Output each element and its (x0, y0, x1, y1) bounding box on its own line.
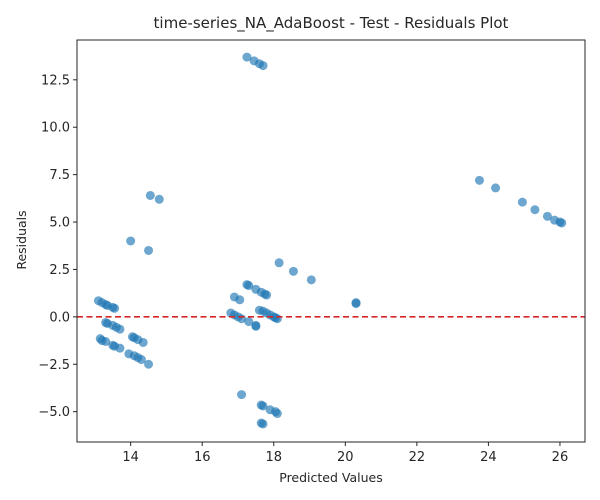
data-point (474, 175, 484, 185)
x-axis-title: Predicted Values (279, 470, 383, 485)
y-tick-label: 10.0 (41, 121, 70, 136)
x-tick-label: 24 (480, 450, 497, 465)
y-tick-label: 12.5 (41, 73, 70, 88)
y-tick-label: 7.5 (49, 168, 70, 183)
data-point (101, 337, 111, 346)
data-point (530, 205, 540, 215)
data-point (272, 314, 282, 324)
x-tick-label: 18 (265, 450, 282, 465)
data-point (145, 190, 155, 200)
data-point (115, 343, 125, 353)
data-point (244, 317, 254, 327)
chart-title: time-series_NA_AdaBoost - Test - Residua… (154, 14, 509, 33)
data-point (306, 275, 316, 285)
y-tick-label: 2.5 (49, 263, 70, 278)
data-point (542, 211, 552, 221)
x-tick-label: 20 (337, 450, 354, 465)
x-tick-label: 16 (194, 450, 211, 465)
y-axis-title: Residuals (14, 210, 29, 269)
data-point (235, 295, 245, 305)
data-point (272, 409, 282, 419)
x-tick-label: 14 (122, 450, 139, 465)
data-point (251, 321, 261, 331)
y-tick-label: 5.0 (49, 216, 70, 231)
x-axis: 14 16 18 20 22 24 26 (122, 442, 568, 465)
data-point (258, 61, 268, 71)
data-point (136, 355, 146, 365)
data-point (258, 401, 268, 411)
data-point (262, 290, 272, 300)
y-axis: −5.0 −2.5 0.0 2.5 5.0 7.5 10.0 12.5 (38, 73, 77, 420)
data-point (110, 303, 120, 313)
data-point (491, 183, 501, 193)
x-tick-label: 26 (552, 450, 569, 465)
data-point (237, 390, 247, 400)
data-point (144, 359, 154, 369)
data-point (288, 266, 298, 276)
data-point (351, 299, 361, 309)
data-point (274, 258, 284, 268)
data-point (138, 337, 148, 347)
data-point (144, 245, 154, 255)
data-point (115, 324, 125, 334)
data-point (244, 281, 254, 291)
data-point (126, 236, 136, 246)
x-tick-label: 22 (409, 450, 426, 465)
y-tick-label: −5.0 (38, 405, 70, 420)
data-point (242, 52, 252, 62)
plot-area-frame (76, 39, 586, 443)
data-points (93, 52, 567, 429)
y-tick-label: 0.0 (49, 310, 70, 325)
y-tick-label: −2.5 (38, 358, 70, 373)
data-point (256, 418, 266, 428)
data-point (517, 197, 527, 207)
data-point (154, 194, 164, 204)
data-point (557, 218, 567, 228)
